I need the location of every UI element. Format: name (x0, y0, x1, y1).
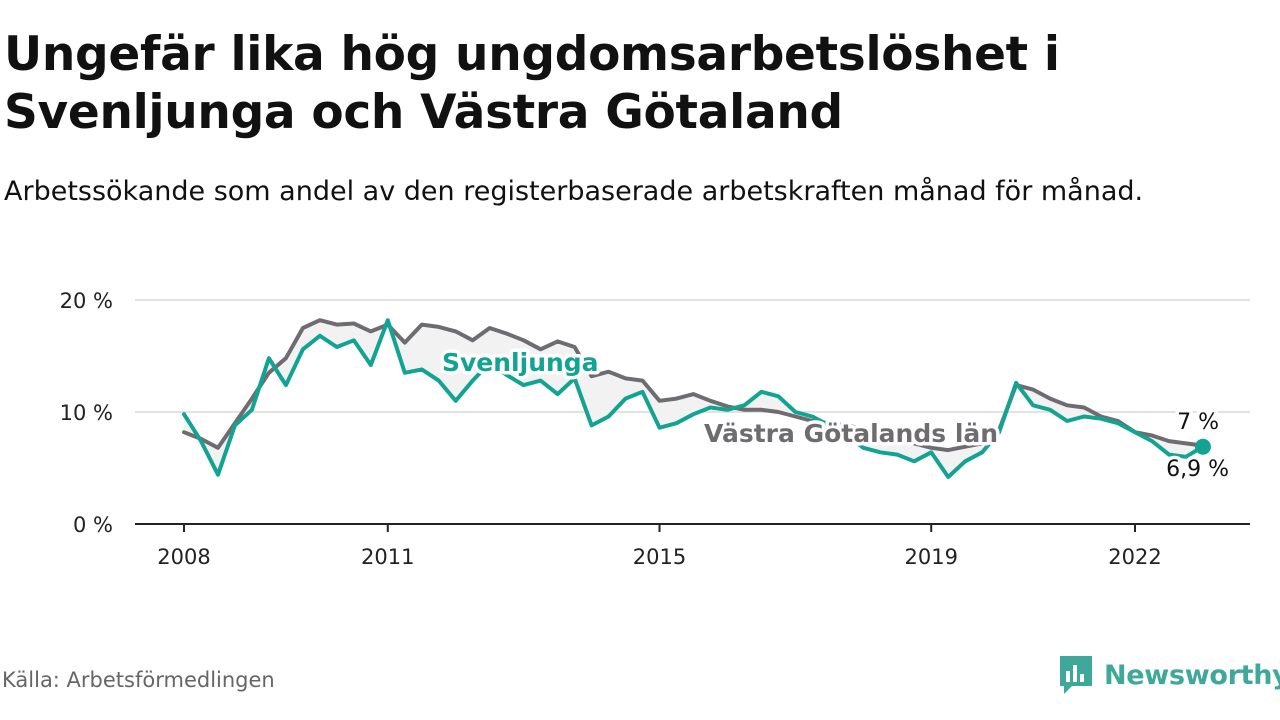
source-note: Källa: Arbetsförmedlingen (2, 668, 275, 692)
x-tick-label: 2019 (904, 545, 957, 569)
end-value-vastra-gotaland: 7 % (1177, 410, 1219, 435)
x-tick-label: 2015 (633, 545, 686, 569)
end-point-svenljunga (1194, 438, 1211, 455)
end-value-svenljunga: 6,9 % (1166, 457, 1229, 482)
series-label-vastra-gotaland: Västra Götalands län (704, 419, 998, 448)
difference-band (184, 320, 1203, 477)
x-tick-label: 2011 (361, 545, 414, 569)
y-tick-label: 0 % (73, 513, 113, 537)
brand-name: Newsworthy (1104, 659, 1280, 691)
y-tick-label: 20 % (60, 289, 113, 313)
series-line-svenljunga (182, 318, 1205, 479)
brand-logo: Newsworthy (1058, 654, 1280, 696)
y-tick-label: 10 % (60, 401, 113, 425)
newsworthy-logo-icon (1060, 656, 1092, 694)
page-title: Ungefär lika hög ungdomsarbetslöshet i S… (4, 27, 1060, 140)
x-tick-label: 2008 (157, 545, 210, 569)
x-tick-label: 2022 (1108, 545, 1161, 569)
page-subtitle: Arbetssökande som andel av den registerb… (4, 176, 1144, 207)
series-label-svenljunga: Svenljunga (442, 348, 599, 377)
series-line-vastra-gotaland (182, 318, 1205, 453)
